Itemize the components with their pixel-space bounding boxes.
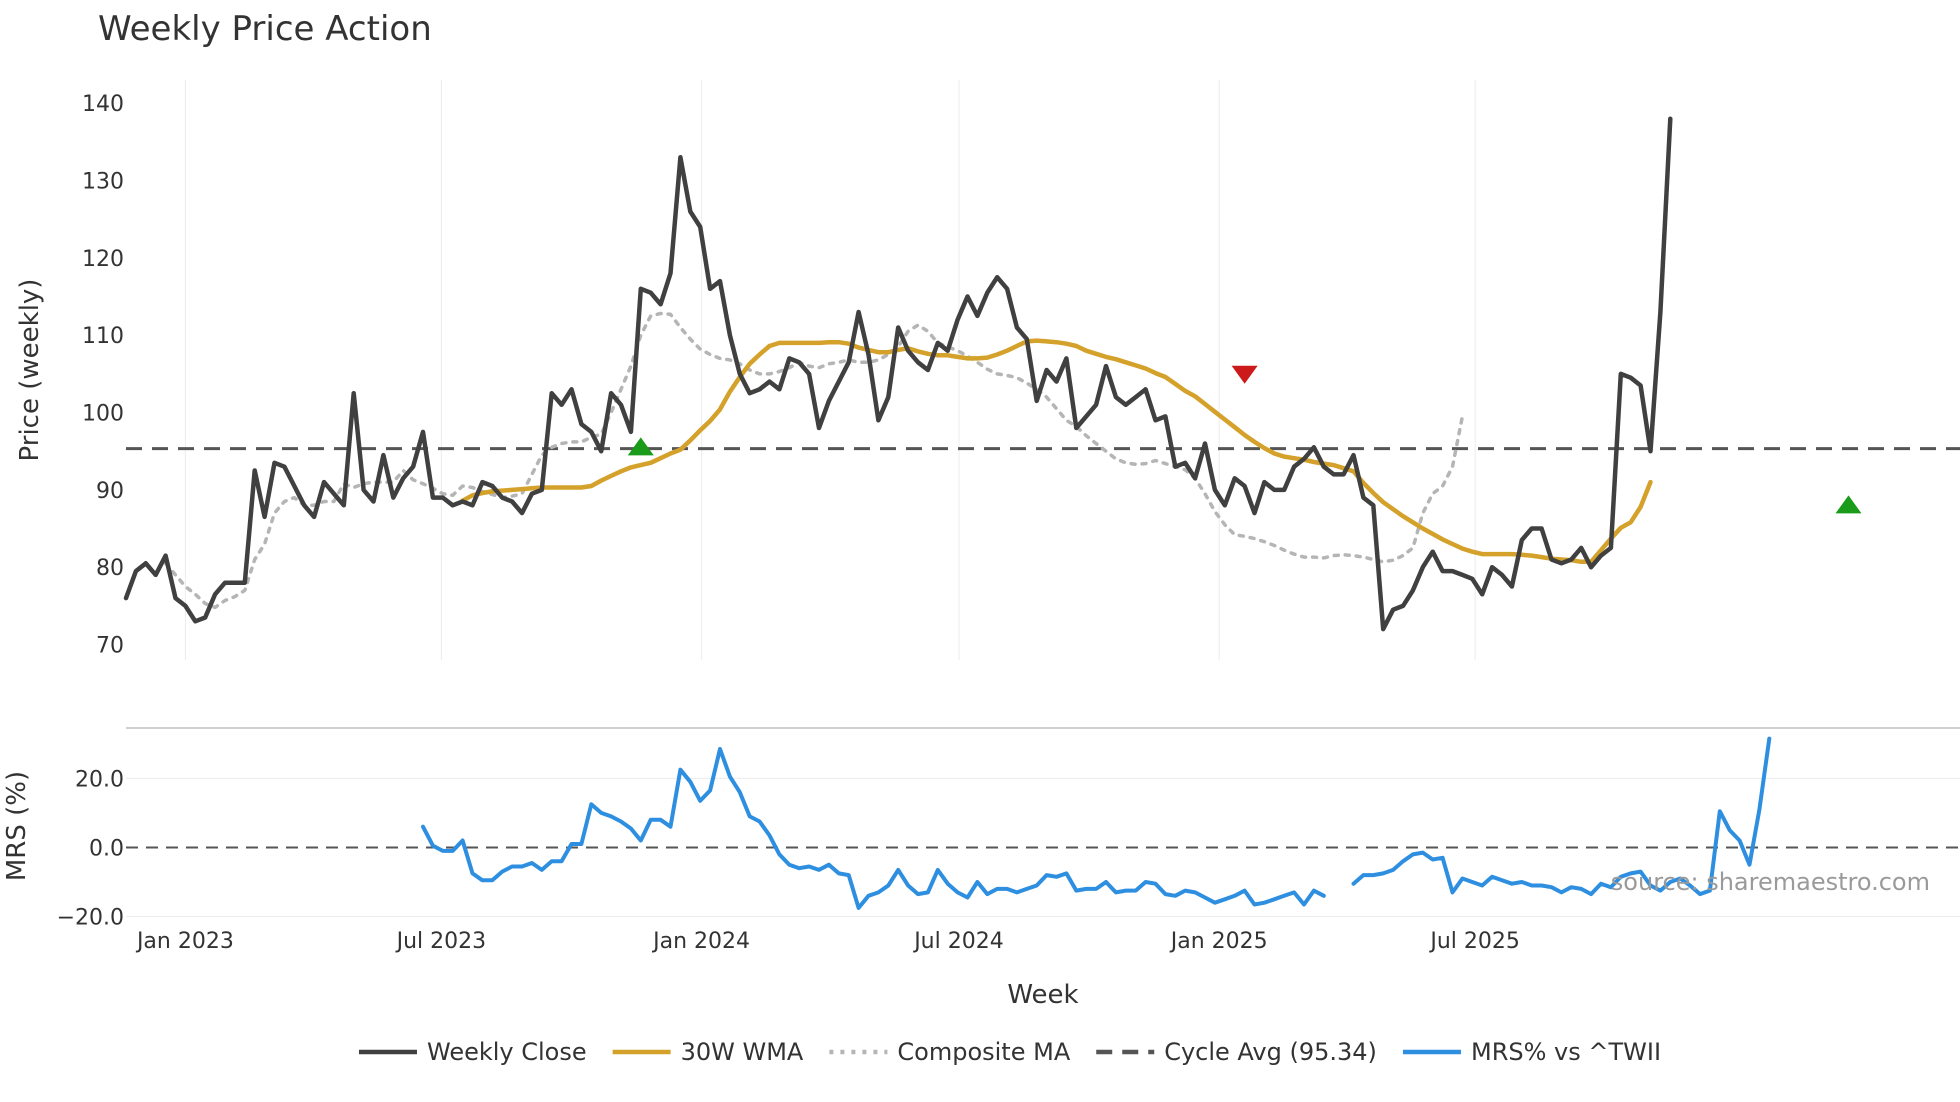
mrs-y-tick-label: 20.0 [75, 767, 124, 792]
price-y-tick-label: 80 [96, 556, 124, 581]
price-y-tick-label: 130 [82, 170, 124, 195]
mrs-y-tick-label: 0.0 [89, 836, 124, 861]
series-composite-ma [163, 311, 1465, 610]
x-tick-label: Jan 2024 [651, 929, 750, 954]
price-y-tick-label: 120 [82, 247, 124, 272]
x-axis-label: Week [1007, 980, 1078, 1010]
price-y-tick-label: 110 [82, 324, 124, 349]
mrs-y-tick-label: −20.0 [57, 906, 124, 931]
price-y-ticks: 70 80 90 100 110 120 130 140 [82, 92, 124, 658]
legend-label-30w-wma: 30W WMA [681, 1038, 804, 1066]
buy-signal-marker [627, 437, 654, 456]
series-30w-wma [460, 338, 1653, 565]
sell-signal-marker [1231, 365, 1258, 384]
x-tick-label: Jan 2025 [1169, 929, 1268, 954]
reference-lines [126, 447, 1960, 849]
gridlines [126, 80, 1960, 918]
mrs-y-axis-label: MRS (%) [2, 771, 32, 881]
price-y-axis-label: Price (weekly) [15, 279, 45, 462]
legend: Weekly Close 30W WMA Composite MA Cycle Avg… [358, 1038, 1661, 1066]
watermark: source: sharemaestro.com [1611, 868, 1930, 896]
series-mrs-vs-twii [421, 736, 1772, 910]
signal-markers [627, 365, 1862, 514]
legend-label-composite-ma: Composite MA [897, 1038, 1070, 1066]
buy-signal-marker [1835, 495, 1862, 514]
x-tick-label: Jul 2024 [912, 929, 1004, 954]
chart-title: Weekly Price Action [98, 9, 432, 49]
series-lines [123, 116, 1772, 910]
legend-label-weekly-close: Weekly Close [427, 1038, 587, 1066]
price-y-tick-label: 140 [82, 92, 124, 117]
series-weekly-close [123, 116, 1673, 632]
legend-label-cycle-avg-95-34: Cycle Avg (95.34) [1164, 1038, 1377, 1066]
price-y-tick-label: 70 [96, 634, 124, 659]
legend-label-mrs-vs-twii: MRS% vs ^TWII [1471, 1038, 1661, 1066]
x-ticks: Jan 2023 Jul 2023 Jan 2024 Jul 2024 Jan 2025… [135, 929, 1520, 954]
x-tick-label: Jul 2023 [395, 929, 487, 954]
mrs-y-ticks: 20.0 0.0 −20.0 [57, 767, 124, 930]
x-tick-label: Jan 2023 [135, 929, 234, 954]
price-y-tick-label: 90 [96, 479, 124, 504]
x-tick-label: Jul 2025 [1428, 929, 1520, 954]
price-y-tick-label: 100 [82, 402, 124, 427]
